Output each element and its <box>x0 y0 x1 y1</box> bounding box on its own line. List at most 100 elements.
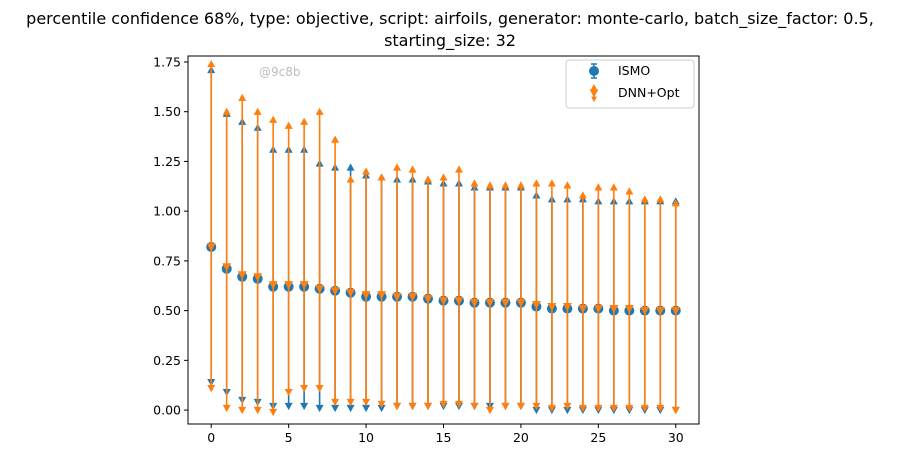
lower-cap-dnn-opt <box>501 402 510 411</box>
y-tick-label: 1.25 <box>153 154 181 169</box>
point-dnn-opt <box>439 297 448 306</box>
lower-cap-dnn-opt <box>408 402 417 411</box>
upper-cap-dnn-opt <box>346 175 355 183</box>
point-dnn-opt <box>454 297 464 306</box>
point-dnn-opt <box>531 301 541 310</box>
point-dnn-opt <box>346 289 356 298</box>
point-dnn-opt <box>609 305 619 314</box>
x-tick-label: 25 <box>590 430 606 445</box>
upper-cap-dnn-opt <box>532 179 541 187</box>
point-dnn-opt <box>222 263 232 272</box>
lower-cap-dnn-opt <box>594 404 603 413</box>
plot-area-frame <box>187 55 700 425</box>
upper-cap-dnn-opt <box>362 167 371 175</box>
upper-cap-dnn-opt <box>501 181 510 189</box>
point-dnn-opt <box>485 299 495 308</box>
point-dnn-opt <box>315 285 325 294</box>
lower-cap-dnn-opt <box>640 404 649 413</box>
point-dnn-opt <box>562 303 572 312</box>
upper-cap-dnn-opt <box>454 165 463 173</box>
legend: ISMO DNN+Opt <box>565 59 695 109</box>
legend-marker-dnn-opt <box>589 89 599 98</box>
lower-cap-dnn-opt <box>207 384 216 393</box>
point-dnn-opt <box>671 307 681 316</box>
upper-cap-dnn-opt <box>516 181 525 189</box>
upper-cap-dnn-opt <box>300 117 309 125</box>
lower-cap-dnn-opt <box>578 404 587 413</box>
upper-cap-dnn-opt <box>238 93 247 101</box>
point-dnn-opt <box>206 243 216 252</box>
upper-cap-dnn-opt <box>609 183 618 191</box>
upper-cap-dnn-opt <box>377 173 386 181</box>
lower-cap-dnn-opt <box>362 398 371 407</box>
legend-label-ismo: ISMO <box>618 63 650 78</box>
lower-cap-ismo <box>315 404 324 413</box>
point-dnn-opt <box>655 307 665 316</box>
lower-cap-dnn-opt <box>563 402 572 411</box>
legend-marker-ismo <box>589 66 599 76</box>
legend-cap-dnn-opt <box>591 84 597 90</box>
point-dnn-opt <box>578 305 588 314</box>
lower-cap-dnn-opt <box>238 406 247 415</box>
lower-cap-ismo <box>362 404 371 413</box>
upper-cap-dnn-opt <box>269 115 278 123</box>
upper-cap-dnn-opt <box>625 187 634 195</box>
point-dnn-opt <box>423 295 433 304</box>
lower-cap-dnn-opt <box>439 400 448 409</box>
lower-cap-dnn-opt <box>424 402 433 411</box>
lower-cap-dnn-opt <box>485 406 494 415</box>
y-tick-label: 0.00 <box>153 403 181 418</box>
lower-cap-dnn-opt <box>625 404 634 413</box>
lower-cap-dnn-opt <box>671 406 680 415</box>
upper-cap-dnn-opt <box>578 191 587 199</box>
chart-title: percentile confidence 68%, type: objecti… <box>26 9 874 29</box>
upper-cap-dnn-opt <box>563 181 572 189</box>
lower-cap-dnn-opt <box>377 400 386 409</box>
lower-cap-dnn-opt <box>532 402 541 411</box>
lower-cap-dnn-opt <box>253 406 262 415</box>
point-dnn-opt <box>253 273 263 282</box>
lower-cap-ismo <box>300 402 309 411</box>
point-dnn-opt <box>361 291 371 300</box>
lower-cap-dnn-opt <box>300 384 309 393</box>
lower-cap-dnn-opt <box>331 398 340 407</box>
upper-cap-dnn-opt <box>284 121 293 129</box>
lower-cap-ismo <box>284 402 293 411</box>
point-dnn-opt <box>547 303 557 312</box>
x-tick-label: 0 <box>207 430 215 445</box>
upper-cap-dnn-opt <box>393 163 402 171</box>
lower-cap-ismo <box>346 404 355 413</box>
y-tick-label: 0.75 <box>153 253 181 268</box>
upper-cap-dnn-opt <box>424 175 433 183</box>
x-tick-label: 5 <box>285 430 293 445</box>
x-tick-label: 15 <box>436 430 452 445</box>
point-dnn-opt <box>377 291 387 300</box>
lower-cap-dnn-opt <box>470 402 479 411</box>
x-tick-label: 20 <box>513 430 529 445</box>
x-tick-label: 30 <box>668 430 684 445</box>
upper-cap-dnn-opt <box>439 173 448 181</box>
upper-cap-dnn-opt <box>640 195 649 203</box>
lower-cap-dnn-opt <box>393 402 402 411</box>
upper-cap-dnn-opt <box>331 135 340 143</box>
upper-cap-dnn-opt <box>253 107 262 115</box>
lower-cap-dnn-opt <box>547 404 556 413</box>
point-dnn-opt <box>624 305 634 314</box>
upper-cap-dnn-opt <box>470 179 479 187</box>
point-dnn-opt <box>330 287 340 296</box>
legend-label-dnn-opt: DNN+Opt <box>618 85 680 100</box>
point-dnn-opt <box>268 281 278 290</box>
upper-cap-dnn-opt <box>315 107 324 115</box>
point-dnn-opt <box>593 305 603 314</box>
y-tick-label: 0.25 <box>153 353 181 368</box>
x-tick-label: 10 <box>358 430 374 445</box>
point-dnn-opt <box>299 281 309 290</box>
lower-cap-dnn-opt <box>284 388 293 397</box>
y-tick-label: 1.75 <box>153 54 181 69</box>
y-tick-label: 1.50 <box>153 104 181 119</box>
lower-cap-dnn-opt <box>609 404 618 413</box>
y-tick-label: 0.50 <box>153 303 181 318</box>
upper-cap-ismo <box>346 163 355 171</box>
point-dnn-opt <box>408 293 418 302</box>
